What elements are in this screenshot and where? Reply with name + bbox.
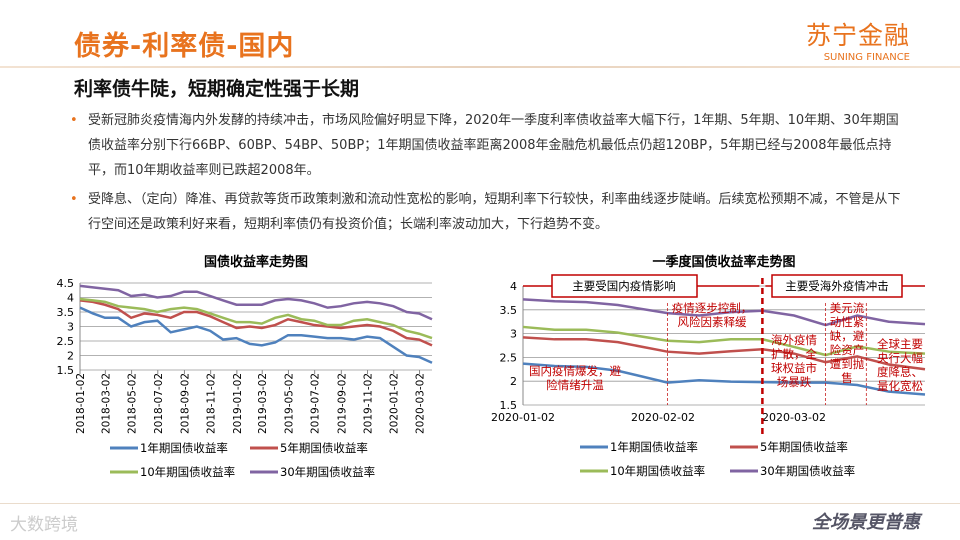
chart-title: 国债收益率走势图 <box>204 254 308 270</box>
y-tick-label: 3 <box>67 321 74 334</box>
series-line-1 <box>79 306 433 364</box>
watermark: 大数跨境 <box>10 515 78 535</box>
annotation-5: 全球主要央行大幅度降息、量化宽松 <box>877 337 923 393</box>
phase-label: 主要受海外疫情冲击 <box>785 279 889 293</box>
y-tick-label: 1.5 <box>57 364 75 377</box>
x-tick-label: 2019-01-02 <box>232 373 244 434</box>
y-tick-label: 2 <box>67 350 74 363</box>
y-tick-label: 4.5 <box>57 277 75 290</box>
x-tick-label: 2018-05-02 <box>127 373 139 434</box>
y-tick-label: 2.5 <box>57 335 75 348</box>
x-tick-label: 2020-02-02 <box>631 411 695 424</box>
legend-label: 5年期国债收益率 <box>760 440 848 454</box>
x-tick-label: 2018-09-02 <box>179 373 191 434</box>
legend-label: 5年期国债收益率 <box>280 441 368 455</box>
logo-en: SUNING FINANCE <box>823 52 910 63</box>
legend-label: 30年期国债收益率 <box>760 464 855 478</box>
series-line-1 <box>522 362 926 396</box>
chart-title: 一季度国债收益率走势图 <box>652 254 795 270</box>
series-line-3 <box>522 325 926 357</box>
x-tick-label: 2018-01-02 <box>75 373 87 434</box>
series-line-2 <box>522 336 926 371</box>
section-subtitle: 利率债牛陡，短期确定性强于长期 <box>74 78 360 100</box>
y-tick-label: 1.5 <box>500 399 518 412</box>
y-tick-label: 4 <box>67 292 74 305</box>
annotation-4: 美元流动性紧缺，避险资产遭到抛售 <box>830 301 865 385</box>
yield-chart-2018-2020: 国债收益率走势图 1.52 2.53 3.54 4.5 2018-01-02 2018-03… <box>57 254 433 479</box>
suning-finance-logo: 苏宁金融 SUNING FINANCE <box>806 16 910 63</box>
x-tick-label: 2019-05-02 <box>283 373 295 434</box>
y-tick-label: 3 <box>510 328 517 341</box>
bullet-item: 受降息、（定向）降准、再贷款等货币政策刺激和流动性宽松的影响，短期利率下行较快，… <box>70 187 910 237</box>
x-tick-label: 2018-11-02 <box>206 373 218 434</box>
bullet-item: 受新冠肺炎疫情海内外发酵的持续冲击，市场风险偏好明显下降，2020年一季度利率债… <box>70 108 910 183</box>
annotation-2: 疫情逐步控制，风险因素释缓 <box>672 301 753 329</box>
y-tick-label: 2 <box>510 375 517 388</box>
x-tick-label: 2020-03-02 <box>762 411 826 424</box>
annotation-1: 国内疫情爆发，避险情绪升温 <box>529 364 621 392</box>
x-tick-label: 2019-09-02 <box>336 373 348 434</box>
y-tick-label: 4 <box>510 280 517 293</box>
bullet-list: 受新冠肺炎疫情海内外发酵的持续冲击，市场风险偏好明显下降，2020年一季度利率债… <box>70 108 910 237</box>
x-tick-label: 2019-11-02 <box>363 373 375 434</box>
phase-label: 主要受国内疫情影响 <box>572 279 676 293</box>
x-tick-label: 2020-01-02 <box>491 411 555 424</box>
y-tick-label: 3.5 <box>57 306 75 319</box>
legend-label: 10年期国债收益率 <box>140 465 235 479</box>
x-tick-label: 2020-03-02 <box>415 373 427 434</box>
series-line-2 <box>79 299 433 347</box>
header-divider <box>0 66 960 68</box>
series-line-4 <box>79 284 433 321</box>
footer-slogan: 全场景更普惠 <box>812 512 920 533</box>
legend-label: 30年期国债收益率 <box>280 465 375 479</box>
yield-chart-q1-2020: 一季度国债收益率走势图 1.5 2 2.5 3 3.5 4 2020-01-02 2020-02… <box>491 254 926 478</box>
x-tick-label: 2018-03-02 <box>100 373 112 434</box>
logo-cn: 苏宁金融 <box>805 21 910 50</box>
series-line-3 <box>79 297 433 340</box>
x-tick-label: 2019-03-02 <box>257 373 269 434</box>
x-tick-label: 2018-07-02 <box>153 373 165 434</box>
footer-divider <box>0 503 960 504</box>
page-title: 债券-利率债-国内 <box>74 31 295 62</box>
legend-label: 1年期国债收益率 <box>140 441 228 455</box>
x-tick-label: 2019-07-02 <box>310 373 322 434</box>
legend-label: 10年期国债收益率 <box>610 464 705 478</box>
series-line-4 <box>522 298 926 327</box>
phase-box <box>771 274 903 298</box>
legend-label: 1年期国债收益率 <box>610 440 698 454</box>
phase-box <box>551 274 698 298</box>
y-tick-label: 3.5 <box>500 304 518 317</box>
annotation-3: 海外疫情扩散，全球权益市场暴跌 <box>771 333 817 389</box>
y-tick-label: 2.5 <box>500 351 518 364</box>
x-tick-label: 2020-01-02 <box>389 373 401 434</box>
